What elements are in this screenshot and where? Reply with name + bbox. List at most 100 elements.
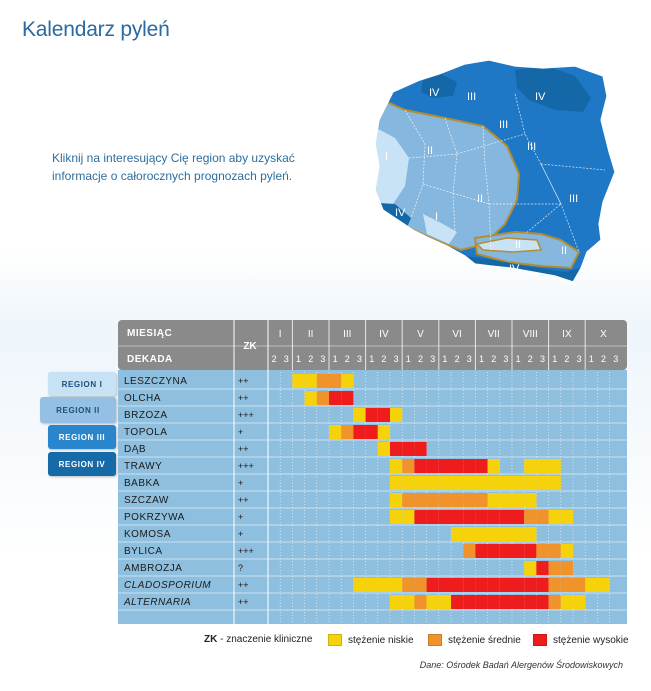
- region-i-button[interactable]: REGION I: [48, 372, 116, 396]
- region-ii-button[interactable]: REGION II: [40, 397, 116, 423]
- zk-value: ++: [238, 444, 249, 454]
- map-label: IV: [429, 87, 440, 99]
- plant-name: DĄB: [124, 444, 146, 455]
- pollen-cell: [402, 510, 415, 524]
- map-label: IV: [509, 263, 520, 275]
- pollen-cell: [512, 544, 525, 558]
- pollen-cell: [524, 493, 537, 507]
- pollen-cell: [426, 578, 439, 592]
- decade-header-label: DEKADA: [127, 354, 173, 365]
- decade-label: 2: [491, 354, 496, 364]
- poland-outline: [374, 59, 616, 283]
- map-label: II: [477, 193, 483, 205]
- zk-value: ++: [238, 495, 249, 505]
- zk-value: +: [238, 427, 243, 437]
- month-label: VIII: [523, 329, 538, 340]
- decade-label: 1: [479, 354, 484, 364]
- pollen-cell: [414, 493, 427, 507]
- legend-zk-text: - znaczenie kliniczne: [217, 634, 313, 645]
- region-i-label: REGION I: [61, 379, 103, 389]
- pollen-cell: [573, 578, 586, 592]
- plant-name: OLCHA: [124, 393, 161, 404]
- region-iii-button[interactable]: REGION III: [48, 425, 116, 449]
- decade-label: 2: [381, 354, 386, 364]
- legend-medium: stężenie średnie: [428, 634, 521, 646]
- pollen-cell: [390, 408, 403, 422]
- decade-label: 3: [320, 354, 325, 364]
- decade-label: 2: [272, 354, 277, 364]
- pollen-cell: [536, 544, 549, 558]
- pollen-cell: [451, 527, 464, 541]
- pollen-cell: [536, 595, 549, 609]
- zk-value: +: [238, 478, 243, 488]
- decade-label: 1: [296, 354, 301, 364]
- pollen-cell: [573, 595, 586, 609]
- pollen-cell: [475, 544, 488, 558]
- pollen-cell: [475, 493, 488, 507]
- plant-name: POKRZYWA: [124, 512, 185, 523]
- pollen-cell: [353, 408, 366, 422]
- plant-name: BYLICA: [124, 546, 163, 557]
- pollen-cell: [402, 493, 415, 507]
- map-region-i-southeast-area[interactable]: [475, 237, 543, 253]
- pollen-cell: [487, 476, 500, 490]
- pollen-cell: [524, 510, 537, 524]
- pollen-cell: [475, 595, 488, 609]
- legend-medium-swatch: [428, 634, 442, 646]
- decade-label: 2: [345, 354, 350, 364]
- map-label: III: [467, 91, 476, 103]
- month-label: X: [600, 329, 607, 340]
- pollen-cell: [390, 459, 403, 473]
- pollen-cell: [536, 510, 549, 524]
- map-label: I: [385, 151, 388, 163]
- decade-label: 3: [503, 354, 508, 364]
- pollen-cell: [512, 527, 525, 541]
- pollen-cell: [390, 578, 403, 592]
- pollen-cell: [426, 510, 439, 524]
- pollen-cell: [548, 595, 561, 609]
- zk-value: +++: [238, 461, 254, 471]
- pollen-cell: [524, 561, 537, 575]
- pollen-cell: [548, 561, 561, 575]
- pollen-cell: [560, 561, 573, 575]
- legend-low-swatch: [328, 634, 342, 646]
- pollen-cell: [463, 510, 476, 524]
- pollen-cell: [487, 510, 500, 524]
- month-label: IV: [379, 329, 389, 340]
- pollen-cell: [487, 544, 500, 558]
- decade-label: 1: [369, 354, 374, 364]
- decade-label: 3: [613, 354, 618, 364]
- pollen-cell: [341, 374, 354, 388]
- pollen-cell: [329, 374, 342, 388]
- pollen-cell: [463, 544, 476, 558]
- map-label: III: [499, 119, 508, 131]
- pollen-cell: [438, 595, 451, 609]
- pollen-cell: [292, 374, 305, 388]
- decade-label: 2: [418, 354, 423, 364]
- pollen-cell: [402, 476, 415, 490]
- map-label: II: [561, 245, 567, 257]
- region-iv-button[interactable]: REGION IV: [48, 452, 116, 476]
- pollen-cell: [560, 510, 573, 524]
- decade-label: 2: [308, 354, 313, 364]
- map-region-iv-north-area[interactable]: [421, 74, 457, 98]
- decade-label: 1: [442, 354, 447, 364]
- pollen-cell: [402, 459, 415, 473]
- map-label: II: [515, 239, 521, 251]
- pollen-cell: [365, 408, 378, 422]
- pollen-cell: [499, 493, 512, 507]
- map-label: IV: [535, 91, 546, 103]
- pollen-cell: [414, 442, 427, 456]
- pollen-cell: [414, 595, 427, 609]
- pollen-cell: [463, 493, 476, 507]
- pollen-cell: [475, 527, 488, 541]
- voivodeship-borders: [404, 93, 606, 253]
- data-source: Dane: Ośrodek Badań Alergenów Środowisko…: [419, 660, 623, 670]
- pollen-cell: [536, 578, 549, 592]
- legend-high: stężenie wysokie: [533, 634, 629, 646]
- zk-value: ++: [238, 597, 249, 607]
- map-region-iv-northeast-area[interactable]: [515, 66, 591, 112]
- map-region-i-south-area[interactable]: [423, 214, 457, 244]
- poland-region-map[interactable]: I I II II II II III III III III IV IV IV…: [365, 54, 625, 294]
